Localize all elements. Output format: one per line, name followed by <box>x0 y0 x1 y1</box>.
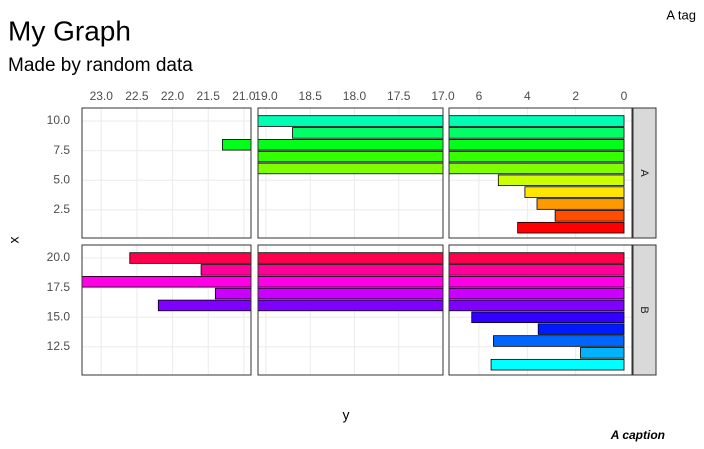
bar <box>200 264 251 276</box>
bar <box>129 252 251 264</box>
y-tick-label: 20.0 <box>47 250 71 264</box>
bar <box>580 347 625 359</box>
x-tick-label: 0 <box>621 89 628 103</box>
bar <box>449 252 625 264</box>
x-tick-label: 17.0 <box>431 89 455 103</box>
chart-title: My Graph <box>8 15 131 46</box>
bar <box>449 264 625 276</box>
bar <box>82 276 251 288</box>
bar <box>449 287 625 300</box>
bar <box>524 186 625 198</box>
x-tick-label: 2 <box>572 89 579 103</box>
x-tick-label: 23.0 <box>90 89 114 103</box>
panel <box>449 245 632 375</box>
bar <box>258 264 443 276</box>
panel-border <box>257 244 444 376</box>
y-axis-label: x <box>6 237 22 244</box>
panel-border <box>257 107 444 239</box>
bar <box>222 139 251 151</box>
bar <box>471 311 625 324</box>
bar <box>449 276 625 288</box>
panel-border <box>448 244 633 376</box>
bar <box>258 287 443 300</box>
bar <box>537 323 625 335</box>
x-tick-label: 22.0 <box>161 89 185 103</box>
x-axis-label: y <box>343 407 350 423</box>
panel <box>82 245 251 375</box>
strip <box>632 107 657 239</box>
panel-border <box>81 107 252 239</box>
panel <box>82 108 251 238</box>
x-tick-label: 6 <box>476 89 483 103</box>
strip-label: B <box>638 306 650 313</box>
y-tick-label: 17.5 <box>47 280 71 294</box>
bar <box>449 162 625 175</box>
panel <box>258 108 443 238</box>
strip-label: A <box>638 169 650 177</box>
bar <box>292 127 443 139</box>
bar <box>536 198 625 210</box>
x-tick-label: 22.5 <box>125 89 149 103</box>
bar <box>517 221 625 234</box>
x-tick-label: 4 <box>524 89 531 103</box>
y-tick-label: 12.5 <box>47 339 71 353</box>
y-tick-label: 10.0 <box>47 113 71 127</box>
bar <box>449 299 625 312</box>
x-tick-label: 21.0 <box>232 89 256 103</box>
bar <box>449 115 625 127</box>
bar <box>214 287 251 300</box>
bar <box>157 299 251 312</box>
bar <box>258 150 443 163</box>
bar <box>490 358 625 371</box>
bar <box>258 299 443 312</box>
bar <box>258 139 443 151</box>
y-tick-label: 7.5 <box>53 143 70 157</box>
chart-subtitle: Made by random data <box>8 55 193 76</box>
bar <box>258 162 443 175</box>
bar <box>497 174 625 187</box>
bar <box>449 150 625 163</box>
bar <box>554 210 625 222</box>
x-tick-label: 18.5 <box>299 89 323 103</box>
bar <box>258 115 443 127</box>
bar <box>449 127 625 139</box>
y-tick-label: 5.0 <box>53 172 70 186</box>
tag: A tag <box>666 7 696 22</box>
caption: A caption <box>610 428 665 442</box>
bar <box>449 139 625 151</box>
bar <box>258 276 443 288</box>
x-tick-label: 19.0 <box>254 89 278 103</box>
bar <box>493 335 625 347</box>
panel-border <box>81 244 252 376</box>
strip <box>632 244 657 376</box>
x-tick-label: 17.5 <box>387 89 411 103</box>
panel <box>258 245 443 375</box>
panel-border <box>448 107 633 239</box>
y-tick-label: 15.0 <box>47 309 71 323</box>
panel <box>449 108 632 238</box>
y-tick-label: 2.5 <box>53 202 70 216</box>
x-tick-label: 21.5 <box>197 89 221 103</box>
bar <box>258 252 443 264</box>
x-tick-label: 18.0 <box>343 89 367 103</box>
